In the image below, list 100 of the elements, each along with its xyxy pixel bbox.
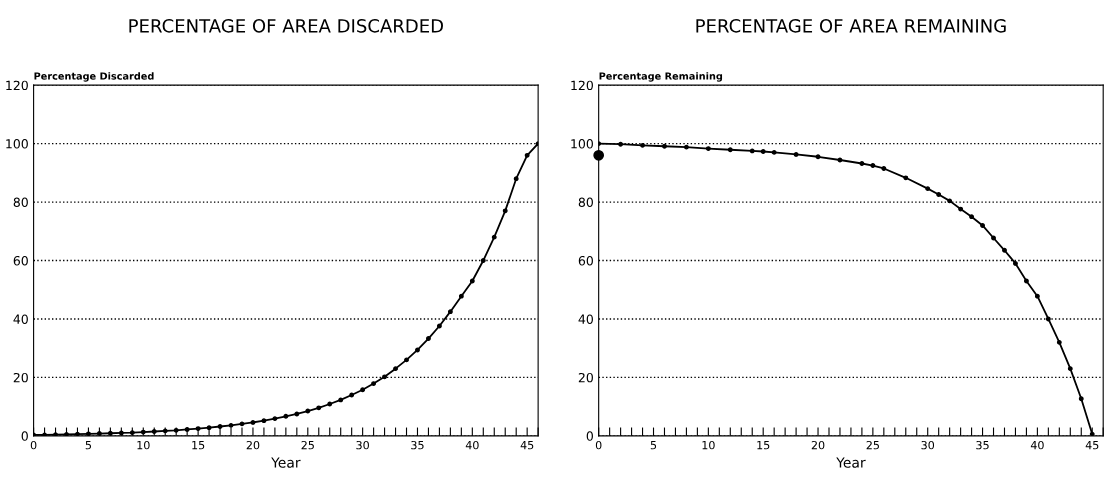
chart-title: PERCENTAGE OF AREA DISCARDED bbox=[129, 18, 443, 33]
point bbox=[217, 424, 223, 429]
point bbox=[618, 141, 624, 147]
point bbox=[870, 163, 876, 168]
point bbox=[239, 421, 245, 427]
point bbox=[991, 235, 996, 241]
x-tick-label: 10 bbox=[137, 440, 150, 450]
point bbox=[727, 147, 733, 153]
point bbox=[1045, 316, 1051, 322]
point bbox=[1078, 396, 1084, 402]
point bbox=[96, 431, 102, 436]
point bbox=[1067, 366, 1073, 372]
y-tick-label: 40 bbox=[578, 314, 593, 324]
y-tick-label: 0 bbox=[586, 431, 593, 441]
x-tick-label: 20 bbox=[811, 440, 825, 450]
y-tick-label: 0 bbox=[21, 431, 28, 441]
y-tick-label: 20 bbox=[13, 372, 28, 383]
point bbox=[184, 427, 190, 432]
point bbox=[272, 416, 278, 422]
x-tick-label: 0 bbox=[595, 440, 602, 450]
y-axis-title: Percentage Remaining bbox=[599, 72, 723, 82]
point bbox=[393, 366, 398, 372]
y-tick-label: 20 bbox=[578, 372, 593, 383]
point bbox=[749, 148, 755, 154]
y-tick-label: 120 bbox=[6, 80, 28, 91]
x-axis-title: Year bbox=[836, 457, 866, 468]
point bbox=[881, 166, 887, 171]
point bbox=[53, 432, 58, 436]
point bbox=[705, 146, 711, 152]
point bbox=[969, 214, 975, 220]
point bbox=[947, 198, 953, 204]
point bbox=[1023, 278, 1029, 284]
point bbox=[936, 192, 942, 197]
point bbox=[1089, 431, 1095, 436]
point bbox=[458, 293, 464, 299]
point bbox=[349, 392, 355, 398]
point bbox=[683, 144, 689, 150]
x-tick-label: 30 bbox=[921, 440, 935, 450]
point bbox=[371, 381, 377, 386]
point bbox=[206, 425, 212, 431]
point bbox=[793, 152, 799, 157]
point bbox=[338, 397, 344, 403]
x-tick-label: 15 bbox=[757, 441, 770, 450]
point bbox=[64, 431, 69, 436]
point bbox=[502, 208, 508, 214]
point bbox=[195, 426, 201, 431]
x-tick-label: 25 bbox=[301, 440, 314, 450]
x-tick-label: 0 bbox=[30, 440, 37, 450]
point bbox=[859, 161, 865, 166]
point bbox=[86, 431, 91, 436]
point bbox=[1056, 339, 1062, 345]
point bbox=[426, 336, 431, 341]
y-tick-label: 60 bbox=[13, 255, 28, 266]
point bbox=[513, 176, 519, 182]
point bbox=[415, 347, 420, 353]
point bbox=[360, 387, 366, 393]
y-axis-title: Percentage Discarded bbox=[34, 72, 154, 82]
y-tick-label: 60 bbox=[578, 255, 593, 266]
point bbox=[382, 374, 388, 380]
x-tick-label: 5 bbox=[85, 441, 91, 450]
point bbox=[524, 152, 530, 158]
x-tick-label: 45 bbox=[1085, 441, 1099, 450]
x-tick-label: 35 bbox=[976, 440, 989, 450]
point bbox=[1002, 247, 1007, 253]
point bbox=[593, 149, 605, 161]
point bbox=[294, 411, 300, 417]
y-tick-label: 100 bbox=[6, 139, 28, 149]
y-tick-label: 80 bbox=[13, 197, 28, 207]
point bbox=[228, 422, 234, 428]
x-tick-label: 5 bbox=[650, 441, 657, 450]
x-tick-label: 35 bbox=[411, 440, 424, 450]
point bbox=[404, 357, 409, 363]
point bbox=[447, 309, 453, 315]
point bbox=[771, 149, 777, 155]
point bbox=[250, 419, 256, 425]
point bbox=[173, 427, 179, 433]
x-tick-label: 15 bbox=[192, 441, 205, 450]
point bbox=[925, 186, 931, 192]
point bbox=[316, 405, 322, 411]
point bbox=[837, 157, 843, 163]
point bbox=[760, 149, 766, 154]
point bbox=[958, 206, 964, 212]
point bbox=[815, 154, 821, 160]
point bbox=[903, 175, 909, 181]
point bbox=[305, 408, 311, 414]
x-tick-label: 45 bbox=[520, 441, 534, 450]
x-tick-label: 20 bbox=[246, 440, 260, 450]
point bbox=[1013, 261, 1018, 266]
point bbox=[980, 223, 985, 228]
y-tick-label: 120 bbox=[571, 80, 593, 91]
x-tick-label: 10 bbox=[702, 440, 715, 450]
point bbox=[261, 418, 267, 424]
x-tick-label: 30 bbox=[356, 440, 369, 450]
point bbox=[283, 413, 289, 419]
y-tick-label: 100 bbox=[571, 139, 593, 149]
point bbox=[327, 401, 333, 407]
x-tick-label: 40 bbox=[1030, 440, 1044, 450]
point bbox=[480, 258, 486, 263]
point bbox=[436, 323, 442, 329]
point bbox=[469, 278, 475, 284]
